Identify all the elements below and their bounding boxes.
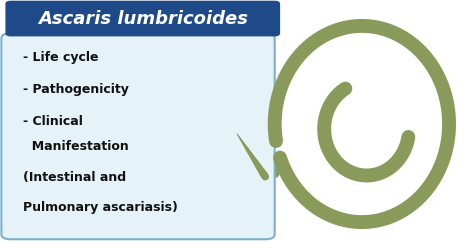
FancyBboxPatch shape (6, 1, 279, 36)
FancyBboxPatch shape (1, 33, 275, 239)
Text: - Life cycle: - Life cycle (23, 51, 98, 64)
Text: - Pathogenicity: - Pathogenicity (23, 83, 128, 96)
Text: - Clinical: - Clinical (23, 115, 82, 128)
Text: Pulmonary ascariasis): Pulmonary ascariasis) (23, 201, 177, 214)
Text: Manifestation: Manifestation (23, 140, 128, 153)
Text: (Intestinal and: (Intestinal and (23, 171, 126, 185)
Text: Ascaris lumbricoides: Ascaris lumbricoides (38, 10, 248, 28)
